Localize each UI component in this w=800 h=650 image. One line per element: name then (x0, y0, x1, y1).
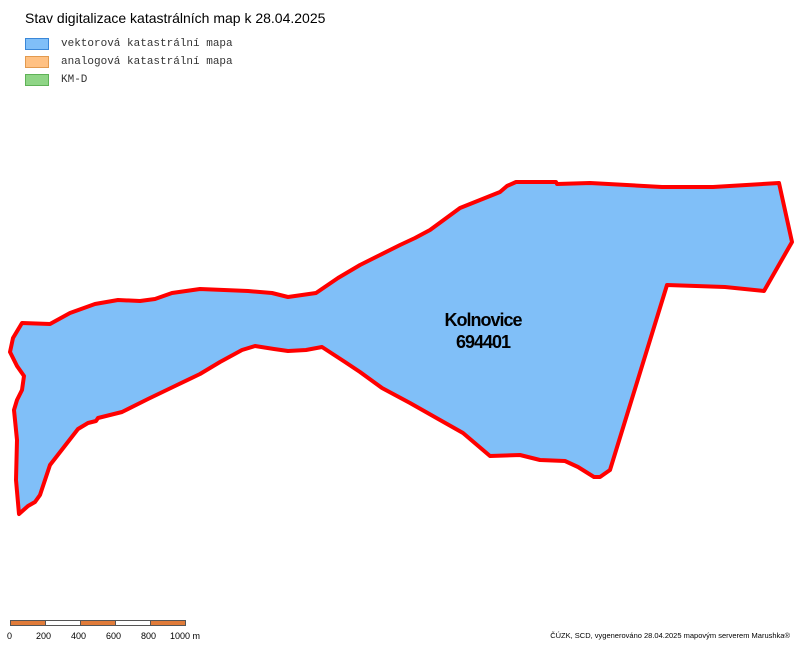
scale-segment (45, 620, 81, 626)
area-code-label: 694401 (456, 332, 511, 352)
scale-bar: 0 200 400 600 800 1000 m (7, 620, 270, 650)
legend-swatch-analog (25, 56, 49, 68)
legend-label-analog: analogová katastrální mapa (61, 56, 233, 68)
cadastral-area-kolnovice[interactable] (8, 180, 794, 516)
legend-swatch-vector (25, 38, 49, 50)
map-title: Stav digitalizace katastrálních map k 28… (25, 10, 326, 26)
scale-label-200: 200 (36, 631, 52, 641)
legend-label-kmd: KM-D (61, 74, 88, 86)
area-name-label: Kolnovice (444, 310, 522, 330)
scale-segment (10, 620, 46, 626)
scale-segment (150, 620, 186, 626)
scale-label-400: 400 (71, 631, 87, 641)
legend-item-vector: vektorová katastrální mapa (25, 35, 233, 53)
scale-bar-segments (10, 620, 186, 626)
legend-item-analog: analogová katastrální mapa (25, 53, 233, 71)
scale-label-0: 0 (7, 631, 13, 641)
scale-segment (115, 620, 151, 626)
scale-label-600: 600 (106, 631, 122, 641)
scale-label-1000: 1000 m (170, 631, 201, 641)
legend-label-vector: vektorová katastrální mapa (61, 38, 233, 50)
legend: vektorová katastrální mapa analogová kat… (25, 35, 233, 89)
legend-swatch-kmd (25, 74, 49, 86)
scale-label-800: 800 (141, 631, 157, 641)
scale-segment (80, 620, 116, 626)
attribution-text: ČÚZK, SCD, vygenerováno 28.04.2025 mapov… (550, 631, 790, 640)
legend-item-kmd: KM-D (25, 71, 233, 89)
